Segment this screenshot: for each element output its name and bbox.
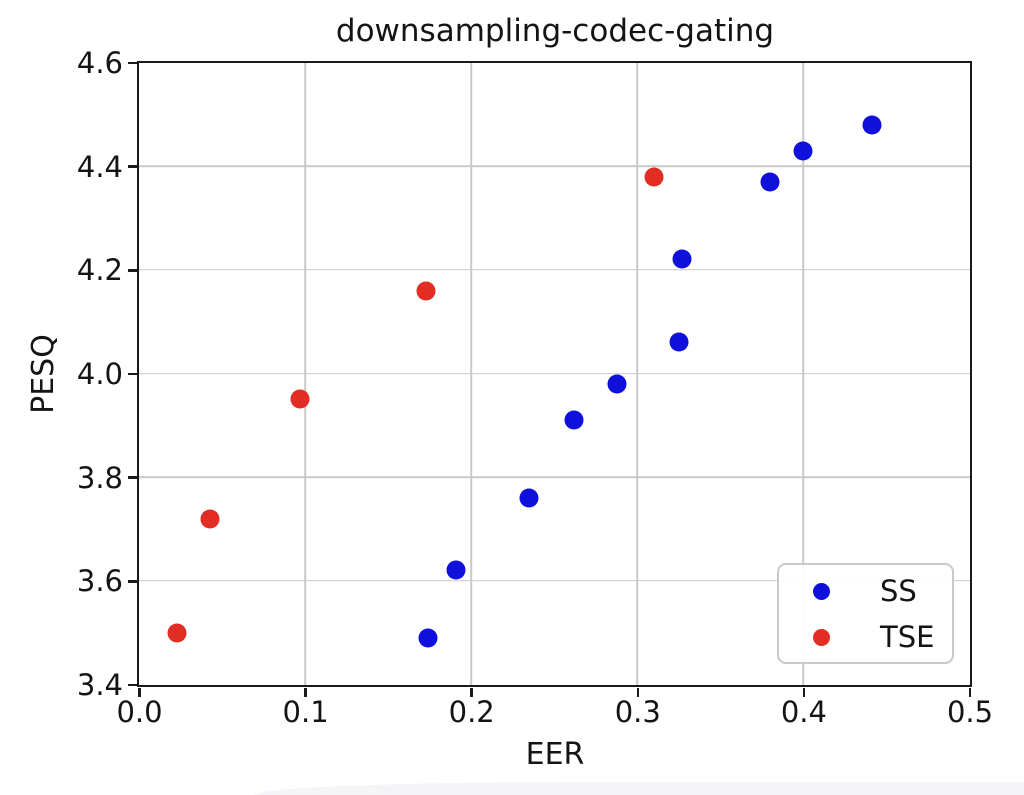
x-tick-mark (636, 687, 640, 697)
y-tick-mark (128, 269, 137, 272)
gridline-horizontal (139, 269, 970, 271)
data-point-ss (564, 410, 584, 430)
x-tick-label: 0.0 (116, 695, 163, 729)
y-tick-label: 4.0 (76, 357, 123, 391)
legend: SS TSE (777, 563, 954, 664)
y-tick-mark (128, 683, 137, 687)
data-point-tse (644, 167, 664, 187)
legend-row: SS (779, 568, 952, 614)
y-tick-mark (128, 372, 137, 376)
background-artifact (255, 782, 1024, 795)
legend-row: TSE (779, 614, 952, 660)
y-tick-mark (128, 580, 137, 583)
data-point-tse (416, 281, 436, 301)
gridline-horizontal (139, 476, 970, 478)
data-point-ss (760, 172, 780, 192)
data-point-ss (446, 560, 466, 580)
y-tick-mark (128, 476, 137, 479)
x-tick-mark (138, 687, 141, 697)
gridline-horizontal (139, 165, 970, 167)
legend-marker-ss (813, 582, 830, 600)
y-tick-label: 3.6 (76, 564, 123, 599)
x-tick-label: 0.2 (448, 695, 495, 729)
x-tick-label: 0.1 (282, 695, 329, 729)
data-point-ss (672, 249, 692, 269)
legend-marker-tse (813, 628, 830, 646)
data-point-ss (418, 628, 438, 648)
data-point-ss (793, 141, 813, 161)
data-point-ss (669, 332, 689, 352)
y-tick-label: 4.6 (76, 46, 123, 80)
data-point-ss (519, 488, 539, 508)
y-tick-label: 3.4 (76, 668, 123, 702)
x-tick-mark (470, 687, 473, 697)
x-tick-mark (968, 687, 972, 697)
data-point-tse (200, 509, 220, 529)
legend-label: TSE (880, 620, 935, 654)
x-tick-mark (802, 687, 806, 697)
plot-area (137, 60, 972, 687)
data-point-ss (607, 374, 627, 394)
y-tick-mark (128, 61, 137, 65)
x-tick-label: 0.4 (780, 695, 827, 729)
y-tick-mark (128, 165, 137, 168)
data-point-tse (290, 389, 310, 409)
gridline-horizontal (139, 580, 970, 582)
data-point-tse (167, 623, 187, 643)
y-tick-label: 4.2 (76, 253, 123, 288)
legend-label: SS (880, 574, 917, 608)
x-tick-label: 0.5 (946, 695, 994, 729)
data-point-ss (862, 115, 881, 135)
x-tick-mark (304, 687, 307, 697)
y-tick-label: 3.8 (76, 460, 123, 495)
chart-title: downsampling-codec-gating (335, 13, 775, 49)
x-axis-label: EER (525, 737, 585, 772)
y-tick-label: 4.4 (76, 149, 123, 184)
gridline-horizontal (139, 372, 970, 375)
x-tick-label: 0.3 (614, 695, 661, 729)
